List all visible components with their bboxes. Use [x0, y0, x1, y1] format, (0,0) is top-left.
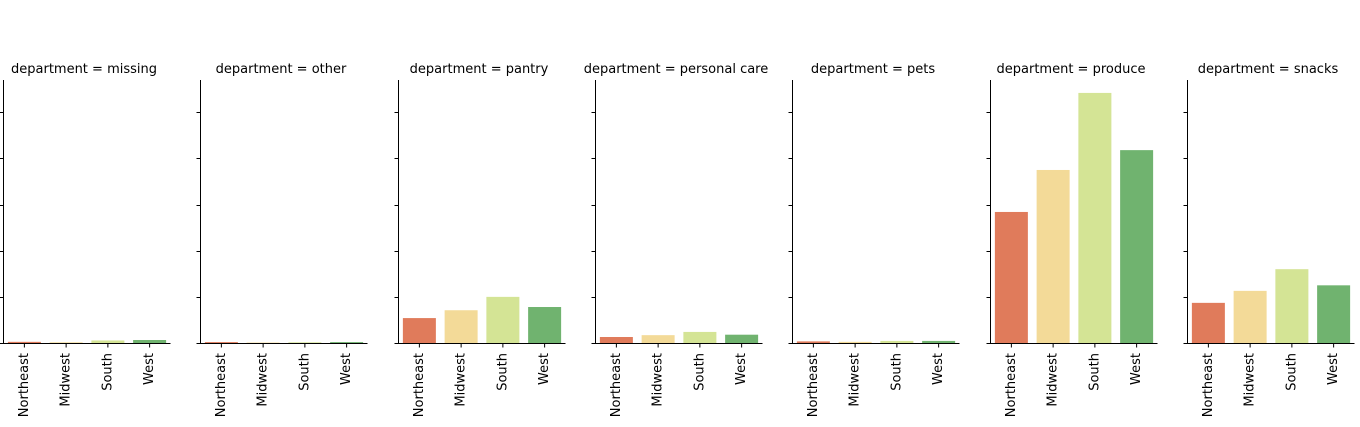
bar	[528, 307, 562, 343]
facet-panel: department = personal care Northeast Midwe…	[584, 62, 769, 417]
x-tick-label: Northeast	[17, 353, 32, 417]
bar	[402, 318, 436, 343]
x-tick-label: South	[100, 353, 115, 391]
x-tick-label: Northeast	[1004, 353, 1019, 417]
x-tick-label: South	[1087, 353, 1102, 391]
x-tick-label: Northeast	[1201, 353, 1216, 417]
bar	[1275, 269, 1309, 343]
x-tick-label: West	[142, 353, 157, 385]
bar	[1191, 302, 1225, 343]
panel-title: department = pets	[811, 62, 935, 77]
bar	[725, 334, 759, 343]
bar	[796, 341, 830, 343]
x-tick-label: Northeast	[609, 353, 624, 417]
x-tick-label: West	[339, 353, 354, 385]
x-tick-label: Midwest	[454, 353, 469, 407]
bar	[880, 340, 914, 343]
x-tick-label: South	[692, 353, 707, 391]
bar	[7, 341, 41, 343]
bar	[91, 340, 125, 343]
x-tick-label: South	[1284, 353, 1299, 391]
facet-panel: department = other Northeast Midwest South W…	[196, 62, 368, 417]
bar	[1078, 92, 1112, 343]
panel-title: department = missing	[11, 62, 157, 77]
bar	[330, 342, 364, 343]
bar	[49, 342, 83, 343]
x-tick-label: Northeast	[412, 353, 427, 417]
facet-panel: department = snacks Northeast Midwest South…	[1183, 62, 1355, 417]
facet-panel: department = pantry Northeast Midwest South…	[394, 62, 566, 417]
panel-title: department = pantry	[410, 62, 549, 77]
x-tick-label: Midwest	[59, 353, 74, 407]
panel-title: department = personal care	[584, 62, 769, 77]
x-tick-label: Midwest	[651, 353, 666, 407]
x-tick-label: West	[1326, 353, 1341, 385]
bar	[922, 340, 956, 343]
facet-panel: department = missing Northeast Midwest Sout…	[0, 62, 171, 417]
x-tick-label: South	[297, 353, 312, 391]
x-tick-label: West	[537, 353, 552, 385]
facet-panel: department = produce Northeast Midwest Sout…	[986, 62, 1158, 417]
x-tick-label: West	[1129, 353, 1144, 385]
bar	[1233, 290, 1267, 343]
bar	[599, 337, 633, 343]
bar	[133, 340, 167, 343]
panel-title: department = produce	[997, 62, 1146, 77]
bar	[683, 331, 717, 343]
bar	[288, 342, 322, 343]
x-tick-label: Midwest	[848, 353, 863, 407]
bar	[641, 335, 675, 343]
x-tick-label: Northeast	[214, 353, 229, 417]
bar	[204, 342, 238, 343]
x-tick-label: South	[495, 353, 510, 391]
bar	[838, 341, 872, 343]
x-tick-label: South	[889, 353, 904, 391]
x-tick-label: Midwest	[1046, 353, 1061, 407]
x-tick-label: West	[734, 353, 749, 385]
bar	[1317, 285, 1351, 343]
x-tick-label: West	[931, 353, 946, 385]
facet-panel: department = pets Northeast Midwest South We…	[788, 62, 960, 417]
bar	[1120, 150, 1154, 343]
x-tick-label: Midwest	[1243, 353, 1258, 407]
x-tick-label: Midwest	[256, 353, 271, 407]
bar	[486, 296, 520, 343]
bar	[1036, 169, 1070, 343]
bar	[444, 310, 478, 343]
x-tick-label: Northeast	[806, 353, 821, 417]
panel-title: department = other	[216, 62, 347, 77]
panel-title: department = snacks	[1198, 62, 1339, 77]
bar	[994, 211, 1028, 343]
